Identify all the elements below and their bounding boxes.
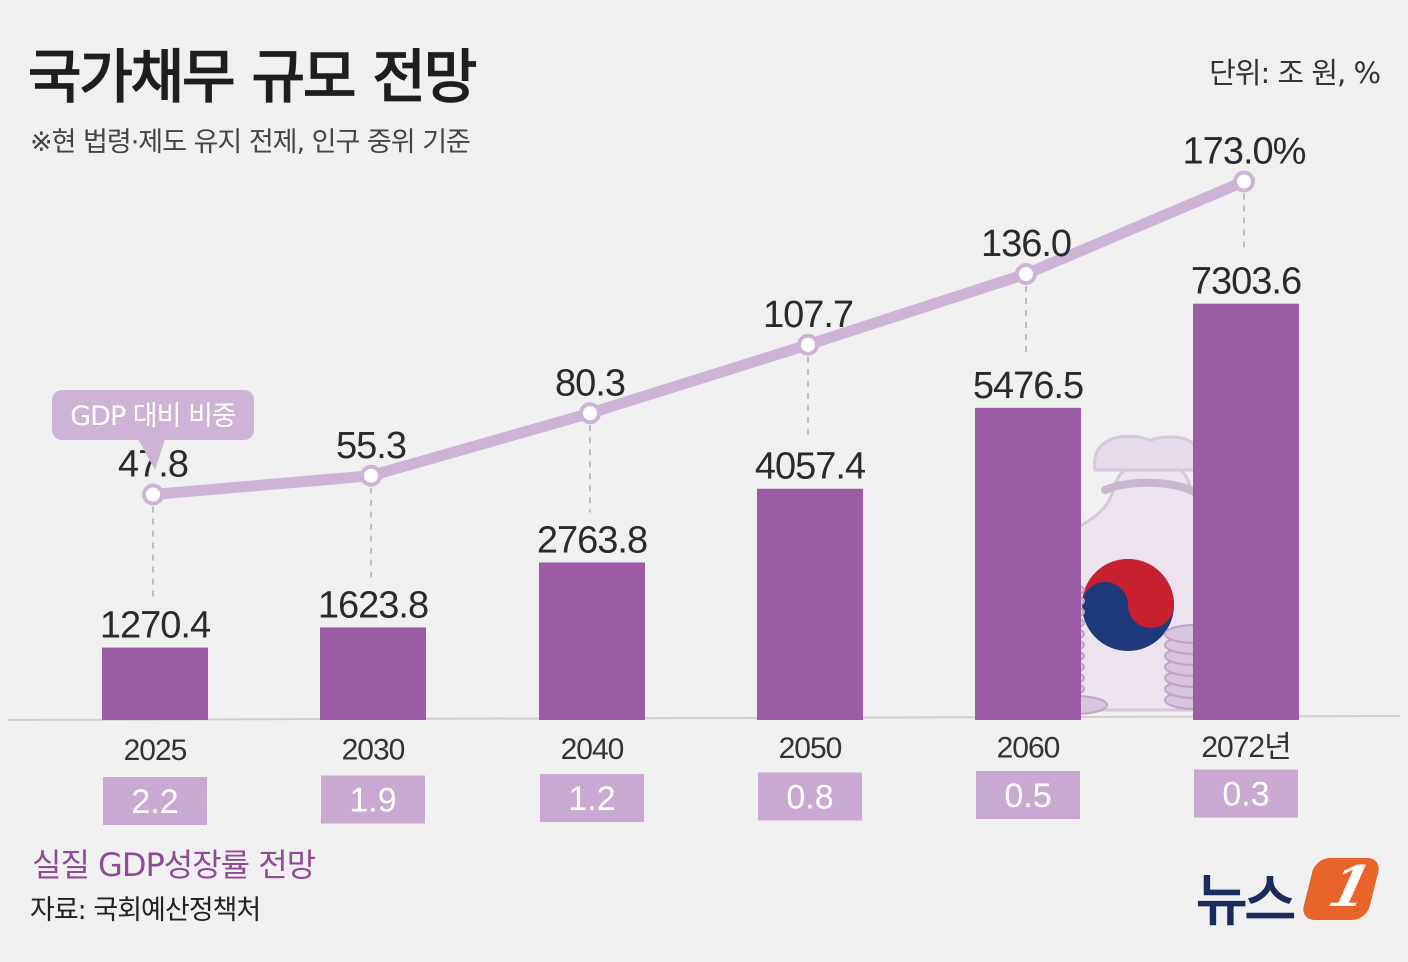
- year-label-2060: 2060: [997, 732, 1060, 765]
- unit-label: 단위: 조 원, %: [1209, 56, 1381, 90]
- year-label-2050: 2050: [779, 732, 842, 765]
- line-point-2030: [360, 464, 382, 487]
- callout-label: GDP 대비 비중: [70, 401, 236, 432]
- bar-label-2040: 2763.8: [537, 519, 647, 561]
- year-label-2030: 2030: [342, 733, 405, 766]
- growth-box-2072년: [1194, 769, 1298, 818]
- growth-value-2025: 2.2: [131, 783, 178, 821]
- year-label-2040: 2040: [561, 733, 624, 766]
- bar-2050: [757, 488, 863, 720]
- growth-box-2025: [103, 777, 207, 825]
- gdp-ratio-line: [147, 176, 1250, 500]
- chart-title: 국가채무 규모 전망: [28, 43, 477, 111]
- source-label: 자료: 국회예산정책처: [30, 895, 261, 926]
- line-point-2050: [797, 333, 819, 356]
- callout-pointer: [138, 439, 165, 470]
- growth-box-2060: [976, 771, 1080, 819]
- line-point-2040: [579, 402, 601, 425]
- bar-label-2025: 1270.4: [100, 605, 211, 647]
- bar-2060: [975, 407, 1081, 720]
- growth-value-2050: 0.8: [786, 779, 833, 817]
- year-label-2025: 2025: [124, 734, 187, 767]
- line-label-2030: 55.3: [336, 425, 406, 467]
- chart-subtitle: ※현 법령·제도 유지 전제, 인구 중위 기준: [30, 127, 471, 158]
- line-label-2060: 136.0: [981, 223, 1071, 265]
- bar-label-2050: 4057.4: [755, 446, 866, 488]
- growth-rate-label: 실질 GDP성장률 전망: [32, 846, 316, 884]
- growth-value-2040: 1.2: [568, 780, 615, 818]
- bar-2030: [320, 627, 426, 720]
- line-label-2050: 107.7: [763, 294, 853, 336]
- growth-value-2072년: 0.3: [1222, 776, 1269, 814]
- line-point-2060: [1015, 263, 1037, 285]
- baseline: [7, 715, 1401, 721]
- logo-mark-digit: 1: [1322, 854, 1378, 920]
- callout-bubble: [52, 390, 254, 440]
- logo-text: 뉴스: [1196, 869, 1296, 934]
- bar-2072년: [1193, 303, 1299, 720]
- bar-label-2060: 5476.5: [973, 365, 1083, 407]
- logo-mark: 1: [1300, 854, 1382, 920]
- bar-2040: [539, 562, 645, 720]
- growth-value-2060: 0.5: [1004, 777, 1051, 815]
- bar-label-2030: 1623.8: [318, 584, 428, 626]
- growth-box-2040: [540, 774, 644, 822]
- growth-box-2030: [321, 775, 425, 824]
- line-point-2025: [142, 483, 164, 506]
- line-label-2072년: 173.0%: [1183, 131, 1306, 173]
- growth-box-2050: [758, 772, 862, 821]
- news1-logo: 뉴스 1: [1196, 850, 1396, 934]
- growth-value-2030: 1.9: [349, 782, 396, 820]
- bar-label-2072년: 7303.6: [1191, 261, 1301, 303]
- line-point-2072년: [1233, 170, 1255, 193]
- year-label-2072년: 2072년: [1201, 731, 1290, 764]
- line-label-2040: 80.3: [555, 362, 625, 404]
- bar-2025: [102, 647, 208, 720]
